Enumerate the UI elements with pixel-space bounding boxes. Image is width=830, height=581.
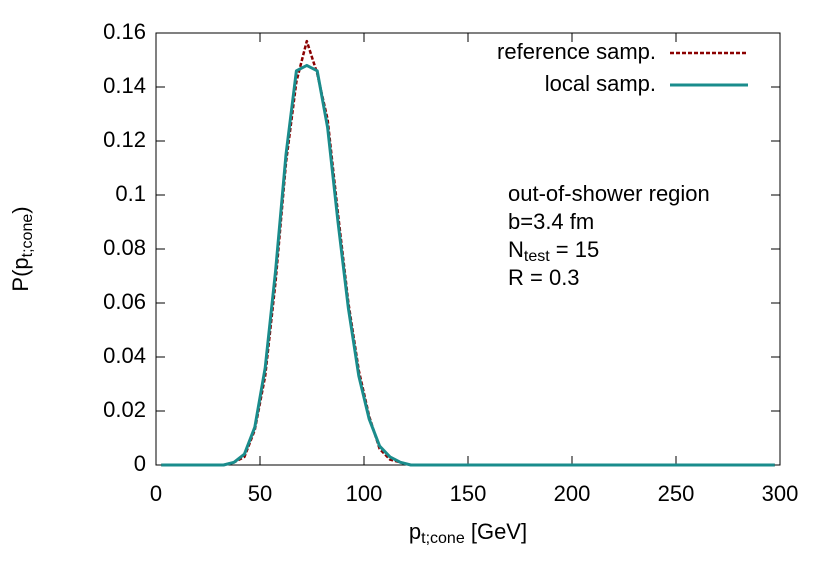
annotation: Ntest = 15 xyxy=(508,237,599,265)
y-axis-title: P(pt;cone) xyxy=(8,206,36,291)
y-axis-title-sub: t;cone xyxy=(19,214,36,258)
y-tick-label: 0.08 xyxy=(103,235,146,260)
series-line xyxy=(161,39,775,467)
legend-label: local samp. xyxy=(545,71,656,96)
annotation-rest: = 15 xyxy=(550,237,600,262)
y-tick-label: 0.14 xyxy=(103,73,146,98)
annotation: b=3.4 fm xyxy=(508,209,594,234)
x-tick-label: 300 xyxy=(762,481,799,506)
y-tick-label: 0.02 xyxy=(103,397,146,422)
x-tick-label: 100 xyxy=(346,481,383,506)
x-tick-label: 0 xyxy=(150,481,162,506)
y-axis-title-rest: ) xyxy=(8,206,33,213)
annotation-sub: test xyxy=(524,248,550,265)
annotation: out-of-shower region xyxy=(508,181,710,206)
series-line xyxy=(161,63,775,467)
x-axis-title-sub: t;cone xyxy=(421,530,465,547)
x-axis-title-rest: [GeV] xyxy=(465,519,527,544)
y-tick-label: 0 xyxy=(134,451,146,476)
y-tick-label: 0.1 xyxy=(115,181,146,206)
y-tick-label: 0.16 xyxy=(103,19,146,44)
y-tick-label: 0.04 xyxy=(103,343,146,368)
x-axis-title-main: p xyxy=(409,519,421,544)
plot-frame xyxy=(155,32,781,466)
x-tick-label: 150 xyxy=(450,481,487,506)
x-tick-label: 200 xyxy=(554,481,591,506)
annotation-main: N xyxy=(508,237,524,262)
y-tick-label: 0.12 xyxy=(103,127,146,152)
x-tick-label: 250 xyxy=(658,481,695,506)
y-tick-label: 0.06 xyxy=(103,289,146,314)
x-axis-title: pt;cone [GeV] xyxy=(409,519,527,547)
x-tick-label: 50 xyxy=(248,481,272,506)
y-axis-title-main: P(p xyxy=(8,257,33,291)
legend-label: reference samp. xyxy=(497,39,656,64)
annotation: R = 0.3 xyxy=(508,265,580,290)
